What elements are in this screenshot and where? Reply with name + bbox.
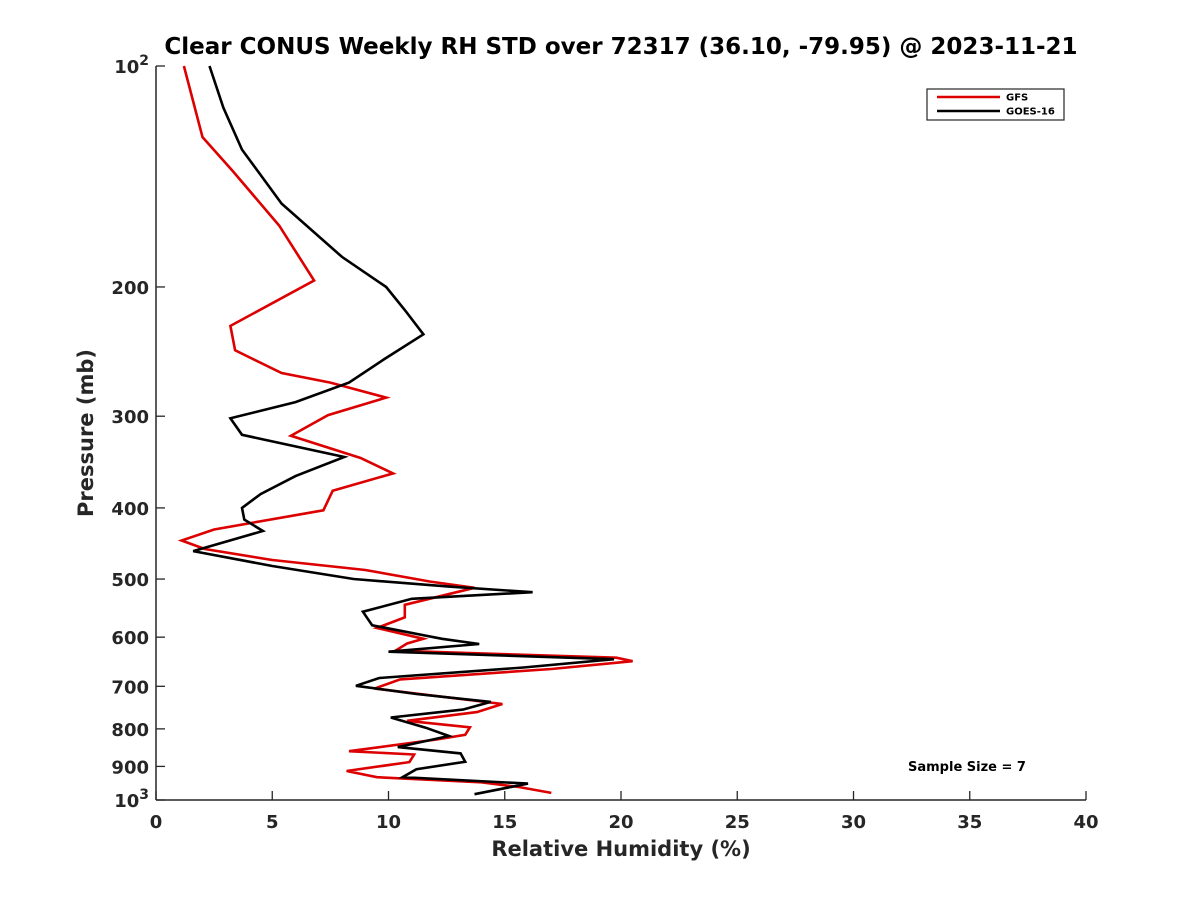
y-tick-label: 600 [111, 628, 149, 649]
legend-label-goes-16: GOES-16 [1006, 107, 1055, 118]
x-axis-label: Relative Humidity (%) [491, 837, 750, 861]
x-tick-label: 40 [1073, 812, 1098, 833]
y-tick-label: 200 [111, 278, 149, 299]
y-tick-label: 300 [111, 407, 149, 428]
y-tick-label: 400 [111, 499, 149, 520]
y-tick-label: 800 [111, 720, 149, 741]
series-line-goes-16 [192, 65, 615, 796]
y-axis-label: Pressure (mb) [74, 349, 98, 517]
x-tick-label: 30 [841, 812, 866, 833]
x-tick-label: 15 [492, 812, 517, 833]
x-axis-ticks: 0 5 10 15 20 25 30 35 40 [150, 791, 1099, 833]
y-tick-label: 700 [111, 677, 149, 698]
series-layer [177, 65, 633, 796]
y-tick-label: 102 [114, 53, 149, 78]
x-tick-label: 10 [376, 812, 401, 833]
x-tick-label: 0 [150, 812, 163, 833]
x-tick-label: 20 [608, 812, 633, 833]
plot-area: 0 5 10 15 20 25 30 35 40 102 200 300 400 500 600 700 80… [111, 53, 1098, 833]
x-tick-label: 35 [957, 812, 982, 833]
legend-label-gfs: GFS [1006, 93, 1028, 104]
legend: GFS GOES-16 [926, 88, 1065, 121]
y-tick-label: 103 [114, 787, 149, 812]
x-tick-label: 5 [266, 812, 279, 833]
y-tick-label: 500 [111, 570, 149, 591]
chart-title: Clear CONUS Weekly RH STD over 72317 (36… [164, 34, 1077, 60]
x-tick-label: 25 [725, 812, 750, 833]
y-axis-ticks: 102 200 300 400 500 600 700 800 900 103 [111, 53, 165, 812]
y-tick-label: 900 [111, 757, 149, 778]
legend-box [926, 88, 1065, 121]
sample-size-annotation: Sample Size = 7 [908, 760, 1026, 775]
plot-background [156, 66, 1086, 800]
